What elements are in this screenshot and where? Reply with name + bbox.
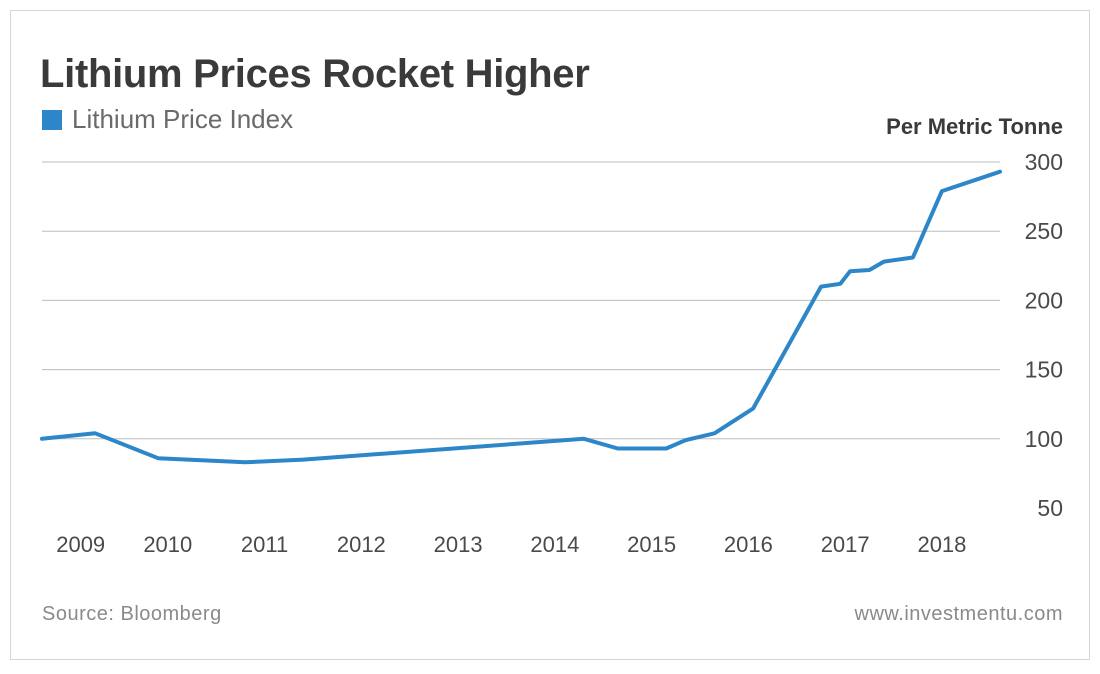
y-tick-label: 200	[1025, 287, 1063, 313]
chart-frame	[10, 10, 1090, 660]
x-tick-label: 2010	[143, 532, 192, 557]
x-tick-label: 2012	[337, 532, 386, 557]
chart-title: Lithium Prices Rocket Higher	[40, 52, 590, 96]
x-tick-label: 2014	[530, 532, 579, 557]
legend-swatch	[42, 109, 62, 130]
x-tick-label: 2016	[724, 532, 773, 557]
y-axis: 300 250 200 150 100 50	[1025, 149, 1063, 521]
y-axis-unit-label: Per Metric Tonne	[886, 114, 1063, 139]
x-tick-label: 2018	[917, 532, 966, 557]
gridlines	[42, 161, 1000, 440]
series-line-0	[40, 169, 1002, 465]
y-tick-label: 50	[1037, 495, 1063, 521]
x-tick-label: 2009	[56, 532, 105, 557]
legend-label: Lithium Price Index	[72, 104, 294, 134]
source-credit: Source: Bloomberg	[42, 603, 222, 625]
y-tick-label: 100	[1025, 426, 1063, 452]
series-layer	[40, 169, 1002, 465]
y-tick-label: 150	[1025, 357, 1063, 383]
x-tick-label: 2013	[434, 532, 483, 557]
x-tick-label: 2011	[241, 532, 288, 557]
y-tick-label: 300	[1025, 149, 1063, 175]
y-tick-label: 250	[1025, 218, 1063, 244]
x-tick-label: 2017	[821, 532, 870, 557]
legend: Lithium Price Index	[42, 104, 293, 135]
x-tick-label: 2015	[627, 532, 676, 557]
website-credit: www.investmentu.com	[854, 603, 1063, 625]
x-axis: 2009 2010 2011 2012 2013 2014 2015 2016 2017 2018	[56, 532, 966, 557]
